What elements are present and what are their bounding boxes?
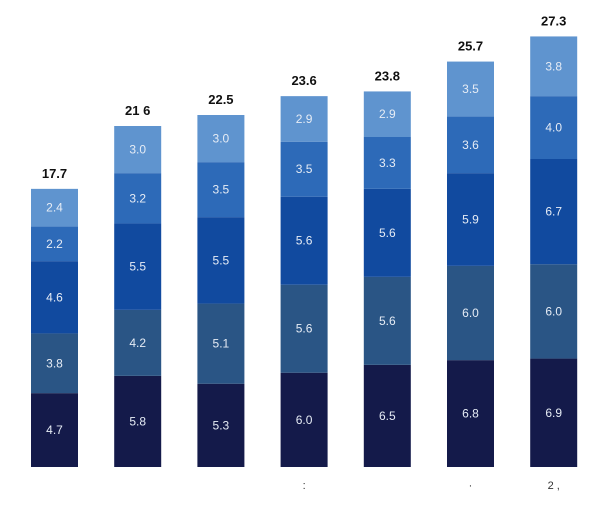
segment-value-label: 4.0 [545,121,562,135]
bar-segment [31,261,78,334]
segment-value-label: 5.6 [296,322,313,336]
bar-segment [114,223,162,310]
bar-segment [363,276,411,365]
total-value-label: 21 6 [125,103,150,118]
bar-segment [280,372,328,467]
bar-segment [530,264,578,359]
segment-value-label: 3.5 [213,183,230,197]
bar-segment [363,364,411,467]
segment-value-label: 5.6 [296,234,313,248]
x-tick-label: : [303,480,306,492]
bar-segment [114,173,162,224]
segment-value-label: 2.9 [296,112,313,126]
bar-segment [530,96,578,159]
segment-value-label: 3.0 [213,132,230,146]
bar-segment [447,265,494,361]
bar-segment [447,116,494,174]
bar-segment [114,126,162,174]
bar-segment [280,284,328,373]
segment-value-label: 6.0 [545,304,562,318]
bar-segment [447,61,494,117]
bar-segment [363,91,411,137]
bar-segments [31,36,578,467]
segment-value-label: 5.1 [213,337,230,351]
segment-value-label: 5.3 [213,418,230,432]
segment-value-label: 3.3 [379,156,396,170]
total-labels: 17.7 21 6 22.5 23.6 23.8 25.7 27.3 [42,13,567,180]
segment-value-label: 4.6 [46,290,63,304]
x-tick-label: · [469,480,473,492]
bar-segment [447,173,494,266]
bar-segment [31,188,78,227]
bar-segment [530,36,578,97]
segment-value-label: 6.8 [462,407,479,421]
segment-value-label: 5.5 [129,260,146,274]
segment-value-label: 2.4 [46,201,63,215]
bar-segment [197,115,245,163]
segment-value-label: 2.9 [379,107,396,121]
segment-value-label: 3.8 [46,356,63,370]
segment-value-label: 3.5 [462,82,479,96]
total-value-label: 23.8 [375,68,400,83]
bar-segment [280,96,328,142]
bar-segment [197,217,245,304]
segment-value-label: 5.6 [379,314,396,328]
bar-segment [31,226,78,262]
segment-value-label: 6.0 [462,306,479,320]
bar-segment [114,309,162,376]
bar-segment [363,137,411,189]
segment-value-label: 6.7 [545,205,562,219]
bar-segment [280,196,328,285]
bar-segment [530,358,578,467]
segment-value-label: 5.9 [462,213,479,227]
segment-value-label: 2.2 [46,237,63,251]
total-value-label: 22.5 [208,92,233,107]
segment-value-label: 4.2 [129,336,146,350]
bar-segment [363,188,411,277]
segment-value-label: 3.5 [296,162,313,176]
total-value-label: 23.6 [291,73,316,88]
segment-value-label: 3.2 [129,191,146,205]
segment-value-label: 6.9 [545,406,562,420]
bar-segment [280,141,328,197]
segment-value-label: 5.5 [213,253,230,267]
segment-value-label: 3.0 [129,143,146,157]
x-tick-label: 2 , [548,480,560,492]
total-value-label: 27.3 [541,13,566,28]
segment-value-label: 3.6 [462,138,479,152]
x-tick-labels: : · 2 , [303,480,560,492]
bar-segment [31,333,78,394]
bar-segment [197,303,245,384]
bar-segment [447,360,494,467]
segment-value-label: 4.7 [46,423,63,437]
segment-value-label: 3.8 [545,59,562,73]
bar-segment [197,383,245,467]
segment-value-label: 6.0 [296,413,313,427]
segment-value-label: 6.5 [379,409,396,423]
total-value-label: 25.7 [458,39,483,54]
total-value-label: 17.7 [42,166,67,181]
segment-value-label: 5.8 [129,414,146,428]
segment-value-label: 5.6 [379,226,396,240]
bar-segment [114,375,162,467]
bar-segment [530,159,578,265]
bar-segment [31,393,78,467]
segment-value-labels: 4.7 3.8 4.6 2.2 2.4 5.8 4.2 5.5 3.2 3.0 5.3 5.1 5.5 3… [46,59,562,437]
bar-segment [197,162,245,218]
